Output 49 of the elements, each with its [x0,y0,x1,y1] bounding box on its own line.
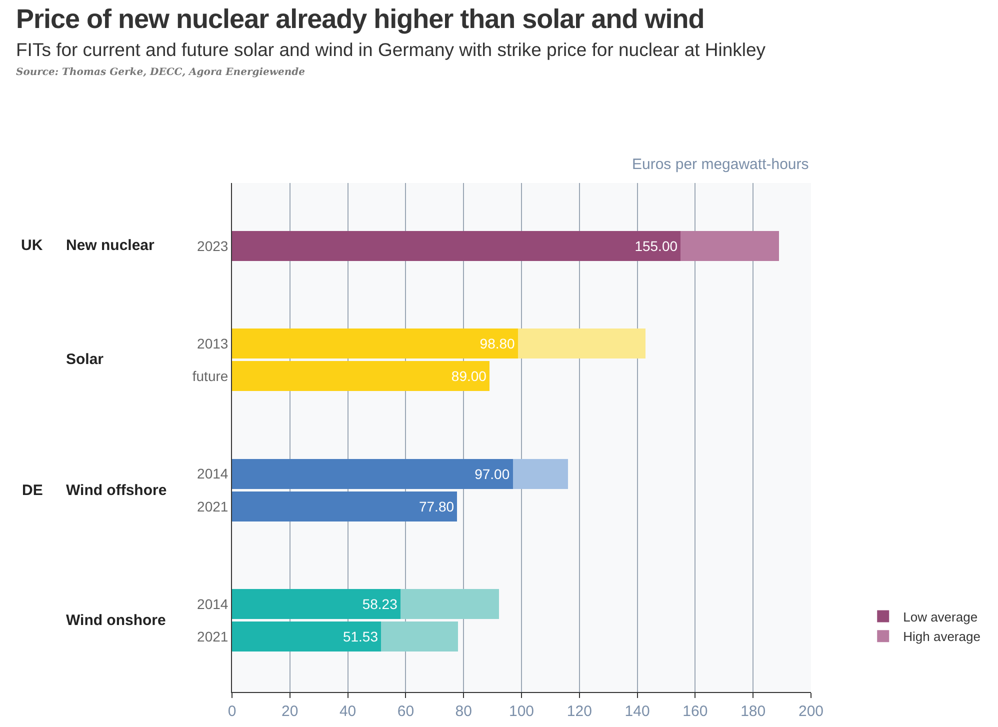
bar [381,622,458,652]
bar [232,589,401,620]
x-tick-label: 160 [682,703,708,720]
text: Wind onshore [66,612,166,629]
x-axis-title: Euros per megawatt-hours [632,156,809,173]
x-tick-label: 200 [798,703,824,720]
bar [232,491,458,522]
text: Solar [66,351,104,368]
x-tick-label: 100 [508,703,534,720]
text: Wind offshore [66,482,167,499]
y-tick-label: 2021 [197,498,228,514]
data-label: 97.00 [474,466,510,482]
legend-label: High average [903,629,980,644]
data-label: 51.53 [342,628,378,645]
bar [232,230,681,261]
x-tick-label: 140 [624,703,650,720]
x-tick-label: 40 [339,703,356,720]
source-note: Source: Thomas Gerke, DECC, Agora Energiewende [16,67,306,78]
x-tick-label: 120 [566,703,592,720]
text: DE [22,482,43,499]
x-tick-label: 60 [397,703,414,720]
bar [680,230,780,261]
x-tick-label: 180 [740,703,766,720]
x-tick-label: 20 [282,703,298,720]
data-label: 98.80 [480,336,516,352]
y-tick-label: 2021 [197,628,228,645]
bar [232,361,490,392]
y-tick-label: 2013 [197,335,228,352]
bar [518,328,646,359]
legend-label: Low average [903,609,978,624]
data-label: 155.00 [634,238,678,254]
bar [232,622,382,652]
chart-title: Price of new nuclear already higher than solar and wind [16,4,706,35]
y-tick-label: future [192,368,228,384]
bar [400,589,500,620]
x-tick-label: 80 [455,703,472,720]
data-label: 89.00 [451,368,487,384]
y-tick-label: 2023 [197,238,228,254]
data-label: 77.80 [418,498,454,514]
text: New nuclear [66,237,155,254]
x-tick-label: 0 [228,703,236,720]
chart-subtitle: FITs for current and future solar and wind in Germany with strike price for nuclear at Hinkley [16,39,767,61]
bar [512,458,568,489]
y-tick-label: 2014 [197,466,228,482]
y-tick-label: 2014 [197,596,228,612]
bar [232,458,513,489]
bar [232,328,518,359]
data-label: 58.23 [362,596,398,612]
text: UK [21,237,43,254]
